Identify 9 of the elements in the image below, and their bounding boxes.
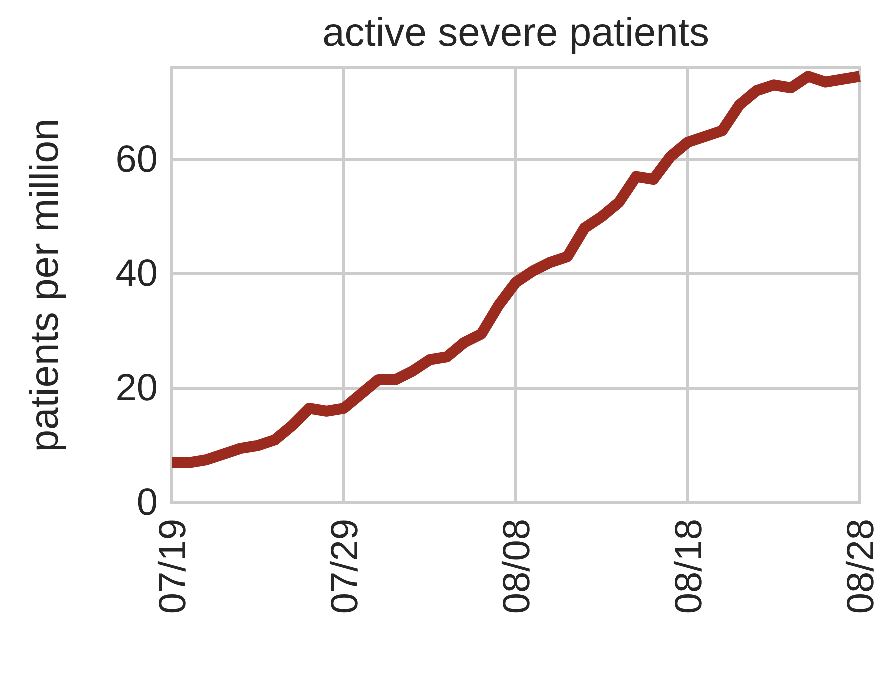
x-tick-label: 07/29 [324, 519, 366, 614]
y-tick-label: 40 [116, 253, 158, 296]
chart-title: active severe patients [322, 11, 710, 55]
x-tick-label: 08/28 [840, 519, 882, 614]
y-tick-label: 60 [116, 138, 158, 181]
x-tick-label: 08/08 [496, 519, 538, 614]
y-tick-label: 20 [116, 368, 158, 410]
x-tick-label: 08/18 [668, 519, 710, 614]
y-axis-title: patients per million [23, 118, 67, 452]
